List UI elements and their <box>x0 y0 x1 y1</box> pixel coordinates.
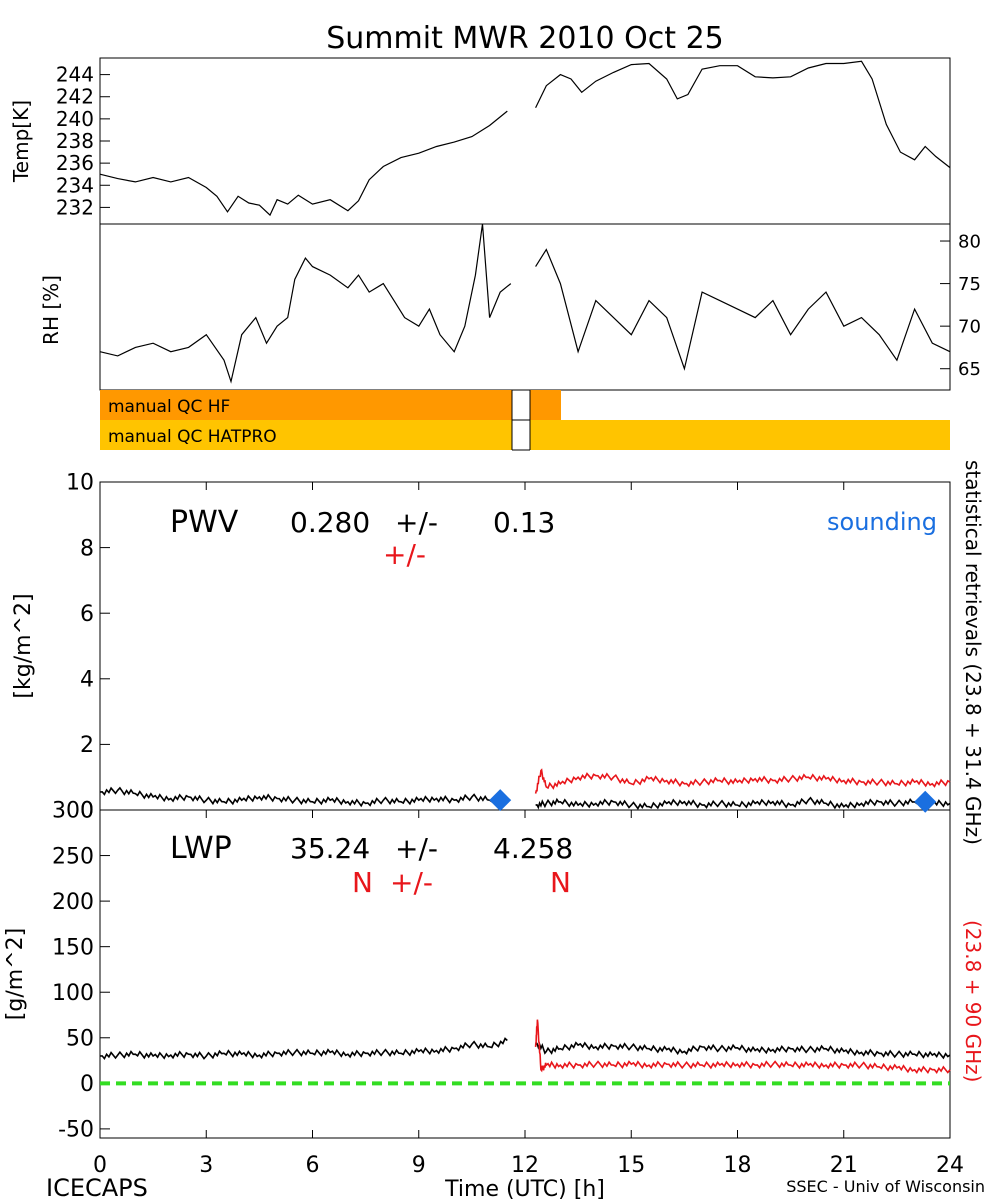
y-tick-label: 65 <box>958 359 981 380</box>
y-tick-label: 150 <box>52 935 94 960</box>
rh-panel-frame <box>99 223 951 391</box>
qc-hatpro-bar-b <box>530 420 950 450</box>
y-tick-label: 100 <box>52 981 94 1006</box>
y-tick-label: 238 <box>56 129 94 153</box>
y-tick-label: 236 <box>56 151 94 175</box>
y-tick-label: 0 <box>80 799 94 824</box>
pwv-label: PWV <box>170 505 239 540</box>
x-axis-title: Time (UTC) [h] <box>444 1177 605 1200</box>
x-tick-label: 18 <box>724 1153 752 1178</box>
rh-axis-title: RH [%] <box>39 275 63 345</box>
y-tick-label: 200 <box>52 890 94 915</box>
qc-bars: manual QC HF manual QC HATPRO <box>100 390 950 451</box>
right-label-red: (23.8 + 90 GHz) <box>961 920 985 1082</box>
pwv-value: 0.280 <box>290 506 370 539</box>
lwp-label: LWP <box>170 831 232 866</box>
chart-title: Summit MWR 2010 Oct 25 <box>326 21 724 56</box>
series-line <box>535 248 951 371</box>
series-line <box>534 768 951 794</box>
qc-hatpro-label: manual QC HATPRO <box>108 427 277 447</box>
footer-left: ICECAPS <box>46 1174 148 1200</box>
qc-hatpro-bar-a <box>100 420 512 450</box>
temp-axis-title: Temp[K] <box>9 100 33 183</box>
y-tick-label: 10 <box>66 471 94 496</box>
pwv-err: 0.13 <box>493 506 555 539</box>
y-tick-label: 2 <box>80 733 94 758</box>
y-tick-label: 50 <box>66 1026 94 1051</box>
y-tick-label: -50 <box>58 1118 94 1143</box>
qc-hf-bar-a <box>100 390 512 420</box>
y-tick-label: 300 <box>52 799 94 824</box>
x-tick-label: 0 <box>93 1153 107 1178</box>
lwp-pm: +/- <box>395 832 438 865</box>
footer-right: SSEC - Univ of Wisconsin <box>786 1177 985 1196</box>
pwv-red-pm: +/- <box>383 538 426 571</box>
temp-panel-frame <box>99 57 951 225</box>
series-line <box>99 110 508 217</box>
y-tick-label: 244 <box>56 63 94 87</box>
y-tick-label: 232 <box>56 195 94 219</box>
y-tick-label: 75 <box>958 274 981 295</box>
series-line <box>99 1037 508 1061</box>
y-tick-label: 0 <box>80 1072 94 1097</box>
qc-hf-bar-b <box>530 390 561 420</box>
series-line <box>535 1041 951 1060</box>
x-tick-label: 3 <box>199 1153 213 1178</box>
y-tick-label: 234 <box>56 173 94 197</box>
y-tick-label: 240 <box>56 107 94 131</box>
sounding-marker <box>914 790 937 813</box>
x-tick-label: 24 <box>936 1153 964 1178</box>
lwp-value: 35.24 <box>290 832 370 865</box>
lwp-red-n1: N <box>352 866 373 899</box>
lwp-axis-title: [g/m^2] <box>3 928 28 1020</box>
lwp-red-pm: +/- <box>390 866 433 899</box>
x-tick-label: 6 <box>306 1153 320 1178</box>
sounding-marker <box>489 789 512 812</box>
pwv-axis-title: [kg/m^2] <box>11 593 36 698</box>
series-line <box>535 796 951 810</box>
y-tick-label: 80 <box>958 231 981 252</box>
chart-marks: 0 3 6 9 12 15 18 21 2423223423623824024224465707… <box>52 60 981 1178</box>
pwv-pm: +/- <box>395 506 438 539</box>
lwp-err: 4.258 <box>493 832 573 865</box>
right-label-black: statistical retrievals (23.8 + 31.4 GHz) <box>961 460 985 845</box>
x-tick-label: 9 <box>412 1153 426 1178</box>
series-line <box>99 786 508 808</box>
qc-hf-label: manual QC HF <box>108 397 230 417</box>
y-tick-label: 4 <box>80 668 94 693</box>
sounding-label: sounding <box>827 508 937 536</box>
y-tick-label: 6 <box>80 602 94 627</box>
x-tick-label: 21 <box>830 1153 858 1178</box>
y-tick-label: 70 <box>958 316 981 337</box>
lwp-red-n2: N <box>550 866 571 899</box>
x-tick-label: 15 <box>617 1153 645 1178</box>
series-line <box>535 60 951 169</box>
y-tick-label: 8 <box>80 536 94 561</box>
x-tick-label: 12 <box>511 1153 539 1178</box>
series-line <box>534 1019 951 1074</box>
y-tick-label: 242 <box>56 85 94 109</box>
y-tick-label: 250 <box>52 844 94 869</box>
series-line <box>99 223 512 384</box>
